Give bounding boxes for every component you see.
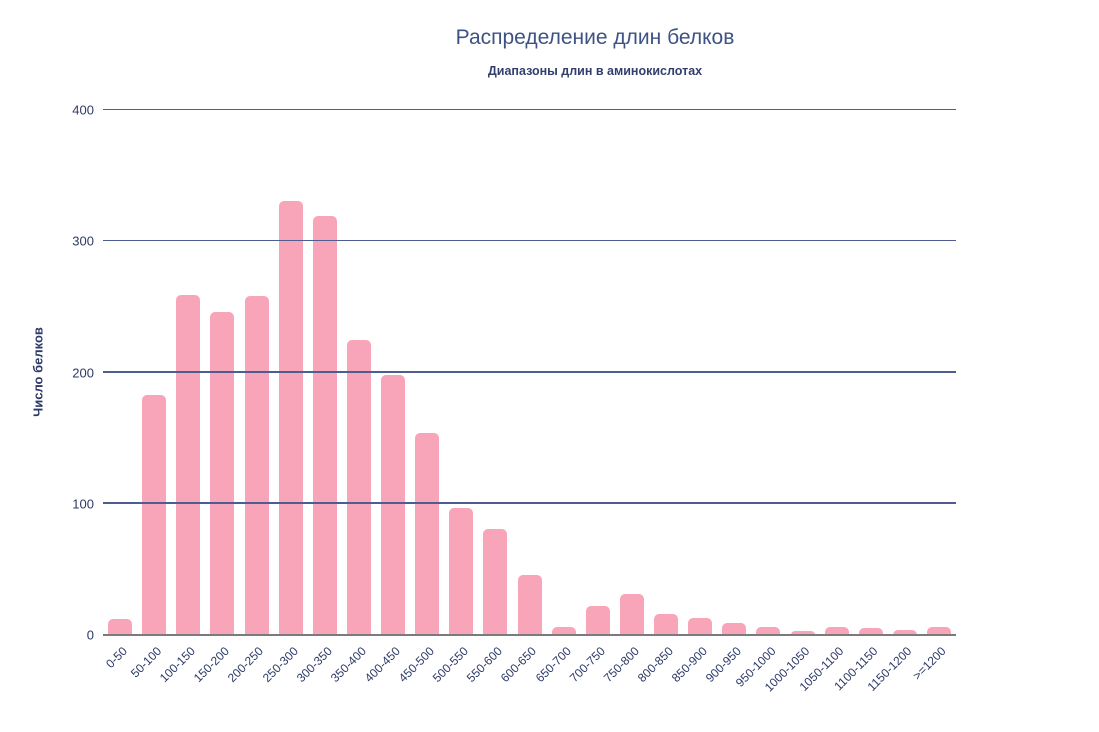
x-tick-label: 150-200 [191,644,233,686]
y-tick-label-0: 0 [86,627,94,643]
bar-550-600 [483,528,508,635]
bar-950-1000 [756,627,781,635]
bar-800-850 [654,614,679,635]
x-tick-label: 350-400 [327,644,369,686]
gridline-100 [103,502,956,504]
bar-200-250 [244,296,269,635]
bar-slot [751,110,785,635]
bar-0-50 [108,619,133,635]
bar-slot [478,110,512,635]
bar-slot [308,110,342,635]
x-tick-label: 800-850 [634,644,676,686]
chart-title: Распределение длин белков [455,26,735,49]
x-tick-label: 750-800 [600,644,642,686]
y-tick-label-400: 400 [72,102,94,118]
bar-slot [103,110,137,635]
gridline-200 [103,371,956,373]
bar-slot [240,110,274,635]
x-tick-label: 600-650 [498,644,540,686]
bar-slot [683,110,717,635]
bar-1150-1200 [892,629,917,635]
x-tick-label: 450-500 [395,644,438,686]
x-tick-label: 700-750 [566,644,608,686]
y-tick-label-100: 100 [72,496,94,512]
bar-slot [922,110,956,635]
x-tick-label: 200-250 [225,644,267,686]
bar-slot [615,110,649,635]
bar-slot [581,110,615,635]
bar-slot [342,110,376,635]
bar->=1200 [927,627,952,635]
bar-400-450 [381,375,406,635]
x-tick-label: 550-600 [464,644,506,686]
bar-slot [820,110,854,635]
bar-250-300 [278,200,303,635]
gridline-300 [103,239,956,242]
bar-700-750 [585,606,610,635]
x-tick-label: >=1200 [910,644,949,683]
bar-slot [137,110,171,635]
bar-slot [410,110,444,635]
gridline-400 [103,108,956,110]
bar-600-650 [517,574,542,635]
bar-850-900 [688,617,713,635]
x-axis-line [103,634,956,636]
x-tick-label: 300-350 [293,644,335,686]
chart-subtitle: Диапазоны длин в аминокислотах [487,64,703,78]
bar-slot [205,110,239,635]
x-tick-label: 650-700 [532,644,574,686]
bar-slot [376,110,410,635]
bar-slot [171,110,205,635]
bar-1100-1150 [858,628,883,635]
bar-50-100 [142,394,167,635]
bar-900-950 [722,623,747,635]
y-tick-label-200: 200 [72,365,94,380]
bar-450-500 [415,432,440,635]
bar-slot [717,110,751,635]
bar-750-800 [619,594,644,635]
x-tick-label: 0-50 [103,644,130,671]
x-tick-label: 100-150 [157,644,199,686]
bar-300-350 [312,216,337,635]
x-tick-label: 850-900 [668,644,710,686]
x-tick-label: 400-450 [361,644,403,686]
bar-slot [547,110,581,635]
bar-1000-1050 [790,631,815,635]
bar-slot [888,110,922,635]
bar-slot [786,110,820,635]
bar-500-550 [449,507,474,635]
bar-slot [649,110,683,635]
bar-650-700 [551,627,576,635]
bar-slot [444,110,478,635]
bars-container [103,110,956,635]
bar-slot [854,110,888,635]
y-axis-title: Число белков [30,327,46,417]
x-tick-label: 500-550 [430,644,472,686]
plot-area: 0 100 200 300 400 0-50 50-100 100-150 150-200 20… [72,103,956,694]
y-tick-label-300: 300 [72,233,94,249]
bar-slot [274,110,308,635]
bar-150-200 [210,312,235,635]
bar-slot [513,110,547,635]
bar-350-400 [346,339,371,635]
bar-1050-1100 [824,627,849,635]
x-tick-label: 250-300 [259,644,301,686]
bar-100-150 [176,295,201,635]
